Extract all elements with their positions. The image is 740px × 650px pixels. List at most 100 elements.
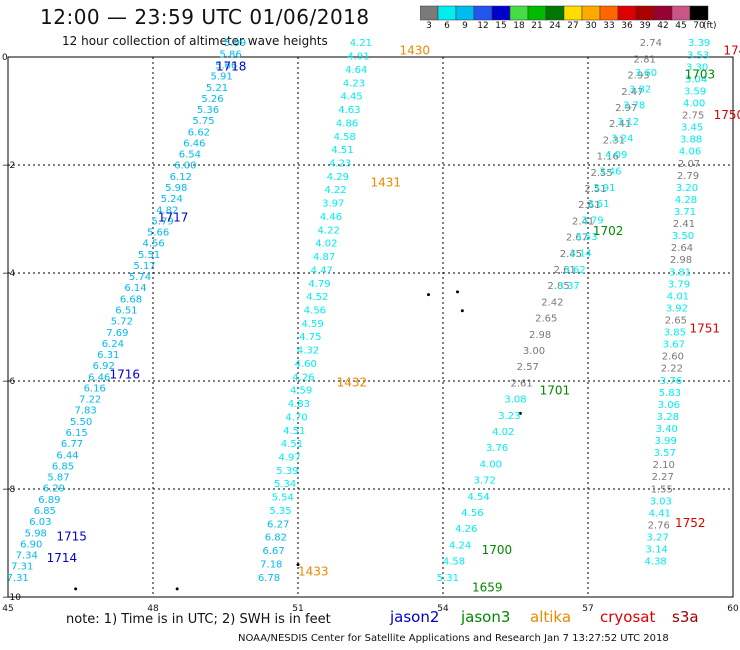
swh-value: 6.14 xyxy=(124,283,146,294)
swh-value: 3.24 xyxy=(611,134,633,145)
swh-value: 6.51 xyxy=(115,306,137,317)
swh-value: 5.51 xyxy=(138,250,160,261)
pass-time-label: 1700 xyxy=(482,543,513,557)
swh-value: 4.01 xyxy=(667,291,689,302)
pass-time-label: 1433 xyxy=(298,564,329,578)
note-text: note: 1) Time is in UTC; 2) SWH is in fe… xyxy=(66,612,331,627)
plot-frame xyxy=(7,56,734,598)
swh-value: 2.97 xyxy=(615,103,637,114)
x-tick-label: 54 xyxy=(437,604,449,614)
swh-value: 2.41 xyxy=(609,119,631,130)
swh-value: 5.36 xyxy=(197,105,219,116)
swh-value: 2.64 xyxy=(671,243,693,254)
swh-value: 4.60 xyxy=(295,359,317,370)
swh-value: 4.59 xyxy=(301,319,323,330)
swh-value: 6.89 xyxy=(38,495,60,506)
satellite-legend-cryosat: cryosat xyxy=(600,608,656,626)
pass-time-label: 1701 xyxy=(540,384,571,398)
x-tick-label: 51 xyxy=(292,604,303,614)
swh-value: 2.47 xyxy=(621,87,643,98)
page-title: 12:00 — 23:59 UTC 01/06/2018 xyxy=(40,5,370,29)
swh-value: 7.69 xyxy=(106,328,128,339)
swh-value: 3.97 xyxy=(322,199,344,210)
swh-value: 4.56 xyxy=(142,239,164,250)
pass-time-label: 1718 xyxy=(216,60,247,74)
pass-time-label: 1750 xyxy=(714,108,740,122)
swh-value: 3.76 xyxy=(660,376,682,387)
swh-value: 5.75 xyxy=(192,116,214,127)
swh-value: 4.41 xyxy=(649,508,671,519)
swh-value: 5.39 xyxy=(276,466,298,477)
swh-value: 3.72 xyxy=(474,476,496,487)
swh-value: 3.61 xyxy=(587,199,609,210)
swh-value: 4.23 xyxy=(329,158,351,169)
swh-value: 6.15 xyxy=(65,428,87,439)
scale-tick-label: 30 xyxy=(585,21,597,31)
swh-value: 6.46 xyxy=(88,372,110,383)
swh-value: 3.71 xyxy=(674,207,696,218)
swh-value: 6.62 xyxy=(188,127,210,138)
swh-value: 4.51 xyxy=(331,145,353,156)
swh-value: 6.31 xyxy=(97,350,119,361)
swh-value: 2.85 xyxy=(547,281,569,292)
scale-tick-label: 3 xyxy=(426,21,432,31)
swh-value: 4.58 xyxy=(443,557,465,568)
swh-value: 7.22 xyxy=(79,395,101,406)
island-marker xyxy=(518,411,522,415)
swh-value: 6.27 xyxy=(267,519,289,530)
satellite-legend-altika: altika xyxy=(530,608,572,626)
swh-value: 5.24 xyxy=(161,194,183,205)
swh-value: 6.44 xyxy=(56,450,78,461)
y-tick-label: −4 xyxy=(2,269,16,279)
swh-value: 6.85 xyxy=(52,461,74,472)
satellite-legend-jason3: jason3 xyxy=(461,608,511,626)
swh-value: 6.12 xyxy=(170,172,192,183)
satellite-legend-jason2: jason2 xyxy=(390,608,440,626)
swh-value: 4.51 xyxy=(281,439,303,450)
swh-value: 3.79 xyxy=(668,279,690,290)
swh-value: 3.53 xyxy=(687,50,709,61)
swh-value: 6.92 xyxy=(93,361,115,372)
swh-value: 4.00 xyxy=(480,459,502,470)
swh-value: 3.91 xyxy=(593,183,615,194)
swh-value: 2.51 xyxy=(584,184,606,195)
swh-value: 4.91 xyxy=(347,52,369,63)
swh-value: 2.98 xyxy=(670,255,692,266)
swh-value: 5.66 xyxy=(147,228,169,239)
swh-value: 5.21 xyxy=(206,83,228,94)
swh-value: 5.31 xyxy=(437,573,459,584)
scale-swatch xyxy=(689,5,709,21)
scale-tick-label: 18 xyxy=(513,21,525,31)
swh-value: 2.57 xyxy=(517,362,539,373)
swh-value: 2.75 xyxy=(682,111,704,122)
swh-value: 4.29 xyxy=(327,172,349,183)
y-tick-label: −6 xyxy=(2,377,16,387)
scale-tick-label: 24 xyxy=(549,21,561,31)
swh-value: 4.64 xyxy=(345,65,367,76)
pass-time-label: 1714 xyxy=(47,551,78,565)
swh-value: 2.61 xyxy=(578,200,600,211)
swh-value: 6.16 xyxy=(84,383,106,394)
swh-value: 6.82 xyxy=(265,533,287,544)
swh-value: 6.46 xyxy=(183,138,205,149)
page-subtitle: 12 hour collection of altimeter wave hei… xyxy=(62,34,328,48)
scale-tick-label: 15 xyxy=(495,21,507,31)
swh-value: 2.76 xyxy=(648,520,670,531)
footer-credit: NOAA/NESDIS Center for Satellite Applica… xyxy=(238,633,669,644)
swh-value: 3.59 xyxy=(684,86,706,97)
x-tick-label: 57 xyxy=(582,604,593,614)
island-marker xyxy=(456,290,459,294)
swh-value: 3.08 xyxy=(504,395,526,406)
swh-value: 5.86 xyxy=(220,49,242,60)
island-marker xyxy=(175,587,179,591)
swh-value: 5.87 xyxy=(47,473,69,484)
scale-tick-label: 39 xyxy=(639,21,651,31)
swh-value: 2.65 xyxy=(535,314,557,325)
swh-value: 3.60 xyxy=(635,68,657,79)
swh-value: 2.74 xyxy=(640,38,662,49)
swh-value: 5.91 xyxy=(210,72,232,83)
swh-value: 4.59 xyxy=(290,386,312,397)
swh-value: 2.61 xyxy=(554,265,576,276)
swh-value: 4.56 xyxy=(304,306,326,317)
